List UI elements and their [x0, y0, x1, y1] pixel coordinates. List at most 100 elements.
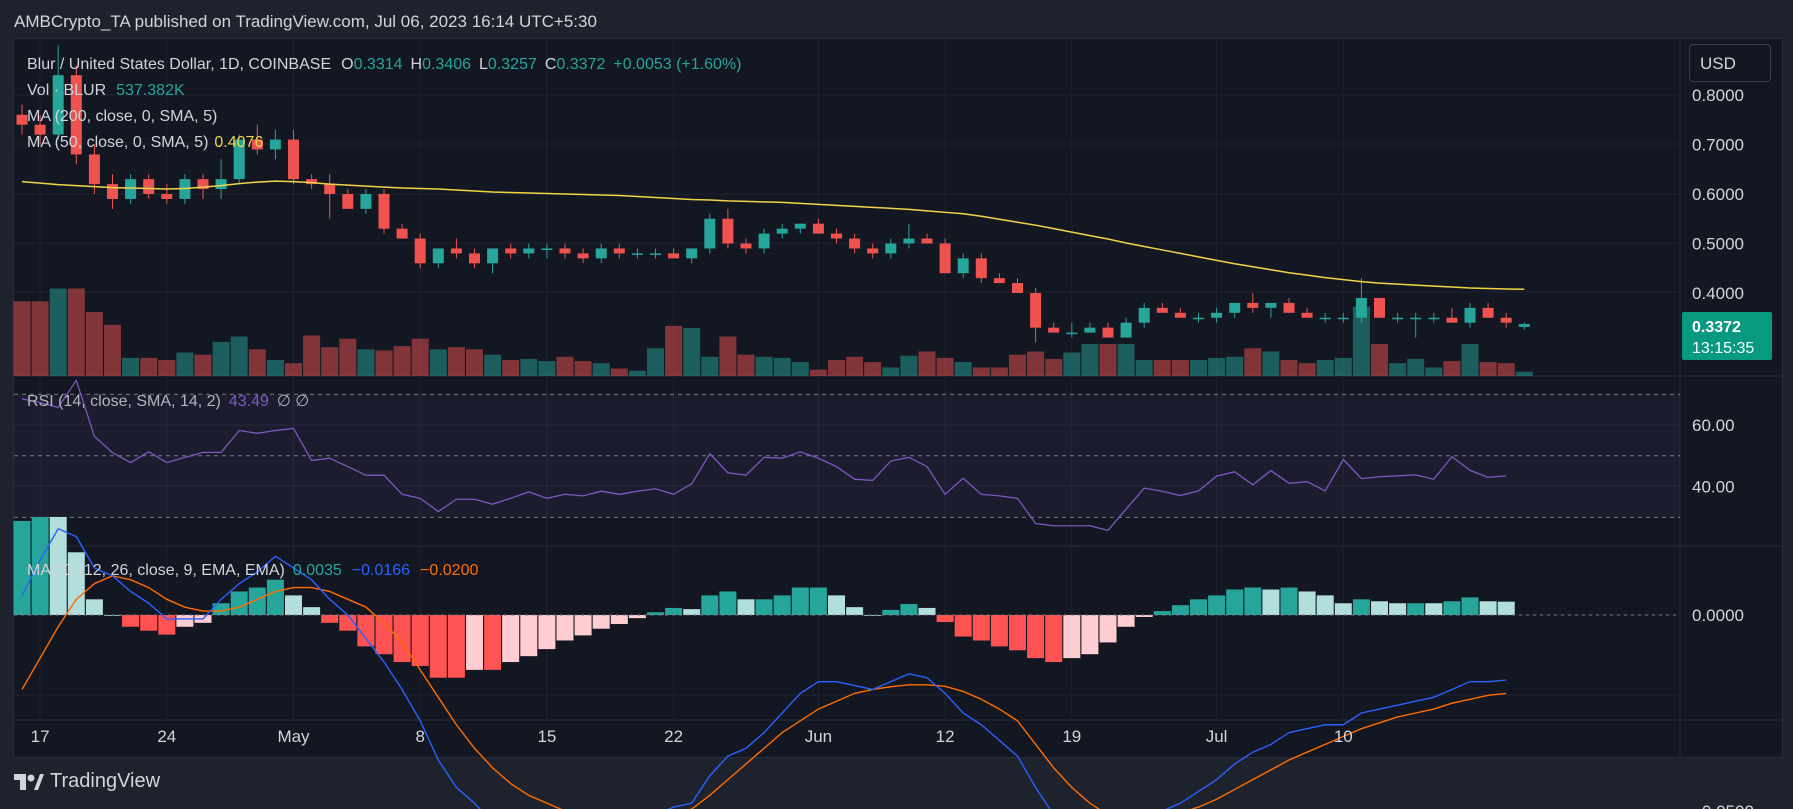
candle-body — [1301, 312, 1313, 318]
candle-body — [1084, 327, 1096, 333]
candle-body — [794, 223, 806, 229]
macd-histogram-bar — [791, 587, 809, 615]
currency-button[interactable]: USD — [1689, 44, 1771, 82]
volume-bar — [755, 356, 773, 376]
macd-histogram-bar — [1171, 605, 1189, 615]
volume-bar — [647, 348, 664, 376]
macd-histogram-bar — [828, 595, 845, 615]
legend-volume-label: Vol · BLUR — [27, 82, 106, 99]
volume-bar — [176, 352, 194, 376]
macd-histogram-bar — [1425, 603, 1443, 615]
macd-histogram-bar — [846, 607, 864, 615]
volume-bar — [321, 347, 339, 376]
macd-histogram-bar — [357, 615, 375, 647]
price-tick-label: 0.5000 — [1692, 235, 1744, 254]
candle-body — [1156, 307, 1168, 313]
x-tick-label: Jun — [805, 727, 832, 746]
candle-body — [867, 248, 879, 254]
candle-body — [16, 114, 28, 125]
volume-bar — [1298, 363, 1316, 376]
candle-body — [812, 223, 824, 234]
macd-histogram-bar — [140, 615, 158, 631]
candle-body — [613, 248, 625, 254]
macd-histogram-bar — [285, 595, 302, 615]
last-price-value: 0.3372 — [1692, 319, 1741, 336]
macd-histogram-bar — [1280, 587, 1298, 615]
macd-histogram-bar — [936, 615, 954, 623]
volume-bar — [592, 363, 610, 376]
macd-histogram-bar — [67, 552, 85, 615]
volume-bar — [900, 355, 918, 376]
macd-histogram-bar — [1135, 615, 1153, 617]
candle-body — [396, 228, 408, 239]
macd-histogram-bar — [1407, 603, 1425, 615]
y-axis-tick-labels: 0.8000 0.7000 0.6000 0.5000 0.4000 60.00 40.00… — [1692, 86, 1754, 809]
candle-body — [849, 238, 861, 249]
candle-body — [378, 194, 390, 229]
volume-bar — [484, 354, 502, 376]
macd-histogram-bar — [1009, 615, 1026, 651]
macd-histogram-bar — [628, 615, 646, 619]
volume-bar — [339, 338, 357, 376]
macd-histogram-bar — [665, 607, 683, 615]
candle-body — [1482, 307, 1494, 318]
candle-body — [88, 154, 100, 185]
candle-body — [1120, 322, 1132, 338]
macd-histogram-bar — [1081, 615, 1099, 655]
legend-low-value: 0.3257 — [488, 56, 537, 73]
volume-bar — [1316, 360, 1334, 376]
candle-body — [1392, 317, 1404, 320]
price-tick-label: 0.7000 — [1692, 136, 1744, 155]
last-price-badge: 0.3372 13:15:35 — [1682, 312, 1772, 360]
candle-body — [1193, 317, 1204, 320]
volume-bar — [1280, 360, 1298, 376]
volume-bar — [665, 325, 683, 376]
macd-histogram-bar — [592, 615, 610, 629]
macd-histogram-bar — [1153, 611, 1171, 615]
macd-histogram-bar — [864, 615, 882, 616]
macd-histogram-bar — [158, 615, 176, 635]
candle-body — [975, 258, 987, 279]
candle-body — [1211, 312, 1223, 318]
volume-bar — [266, 360, 284, 376]
candle-body — [595, 248, 607, 259]
macd-histogram-bar — [502, 615, 520, 663]
volume-bar — [285, 363, 302, 376]
macd-histogram-bar — [212, 603, 230, 615]
volume-bar — [466, 349, 483, 376]
macd-histogram-bar — [1190, 599, 1207, 615]
volume-bar — [520, 358, 538, 376]
candle-body — [758, 233, 770, 249]
macd-tick-label: −0.0500 — [1692, 802, 1754, 809]
candle-body — [523, 248, 535, 254]
macd-histogram-bar — [954, 615, 972, 637]
macd-histogram-bar — [538, 615, 556, 650]
candle-body — [161, 194, 173, 199]
macd-histogram-bar — [1226, 589, 1244, 615]
legend-open-label: O — [341, 56, 353, 73]
candle-body — [1374, 297, 1385, 318]
macd-indicator — [13, 517, 1680, 809]
legend-ma50-row: MA (50, close, 0, SMA, 5) 0.4076 — [27, 134, 263, 151]
candle-body — [686, 248, 698, 259]
macd-histogram-bar — [1262, 589, 1280, 615]
candle-body — [1102, 327, 1114, 338]
volume-bar — [610, 368, 628, 376]
volume-bar — [1443, 361, 1461, 376]
volume-bar — [1190, 360, 1207, 376]
tradingview-logo[interactable]: TradingView — [14, 770, 160, 793]
macd-histogram-bar — [176, 615, 194, 627]
volume-bar — [791, 362, 809, 376]
volume-bar — [194, 354, 212, 376]
candle-body — [650, 253, 661, 255]
volume-bar — [1262, 351, 1280, 376]
volume-bar — [538, 361, 556, 376]
candle-body — [505, 248, 517, 254]
candle-body — [1500, 317, 1512, 323]
macd-histogram-bar — [1027, 615, 1045, 659]
chart-panel — [13, 38, 1783, 758]
macd-histogram-bar — [429, 615, 447, 678]
candle-body — [1030, 293, 1042, 328]
